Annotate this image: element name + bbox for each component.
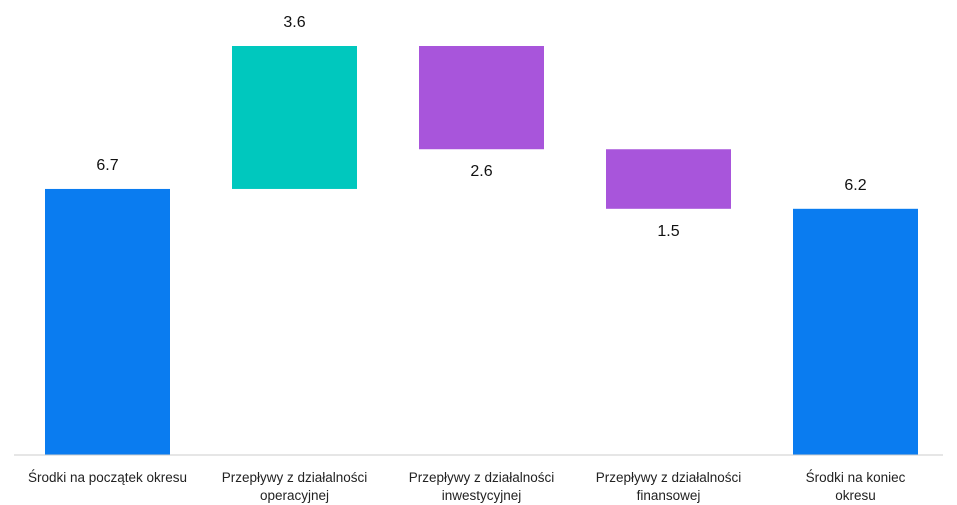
category-label-line: okresu: [835, 488, 876, 503]
category-label-line: Przepływy z działalności: [409, 470, 555, 485]
category-label: Środki na koniec okresu: [806, 470, 906, 503]
category-label-line: Środki na początek okresu: [28, 470, 187, 485]
bar-value-label: 1.5: [657, 223, 679, 240]
bar-decrease: [606, 149, 731, 209]
bar-decrease: [419, 46, 544, 150]
category-label-line: Przepływy z działalności: [222, 470, 368, 485]
category-label-line: operacyjnej: [260, 488, 329, 503]
category-label: Przepływy z działalności finansowej: [596, 470, 742, 503]
bar-total: [45, 188, 170, 455]
category-label: Przepływy z działalności operacyjnej: [222, 470, 368, 503]
bars-layer: [45, 46, 918, 455]
category-label-line: finansowej: [637, 488, 701, 503]
labels-layer: 6.7 Środki na początek okresu 3.6 Przepływy…: [28, 14, 906, 503]
category-label-line: Środki na koniec: [806, 470, 906, 485]
bar-value-label: 3.6: [283, 14, 305, 31]
bar-value-label: 6.7: [96, 157, 118, 174]
category-label-line: inwestycyjnej: [442, 488, 522, 503]
category-label-line: Przepływy z działalności: [596, 470, 742, 485]
category-label: Przepływy z działalności inwestycyjnej: [409, 470, 555, 503]
bar-value-label: 6.2: [844, 177, 866, 194]
bar-increase: [232, 46, 357, 189]
bar-total: [793, 208, 918, 455]
bar-value-label: 2.6: [470, 163, 492, 180]
category-label: Środki na początek okresu: [28, 470, 187, 485]
